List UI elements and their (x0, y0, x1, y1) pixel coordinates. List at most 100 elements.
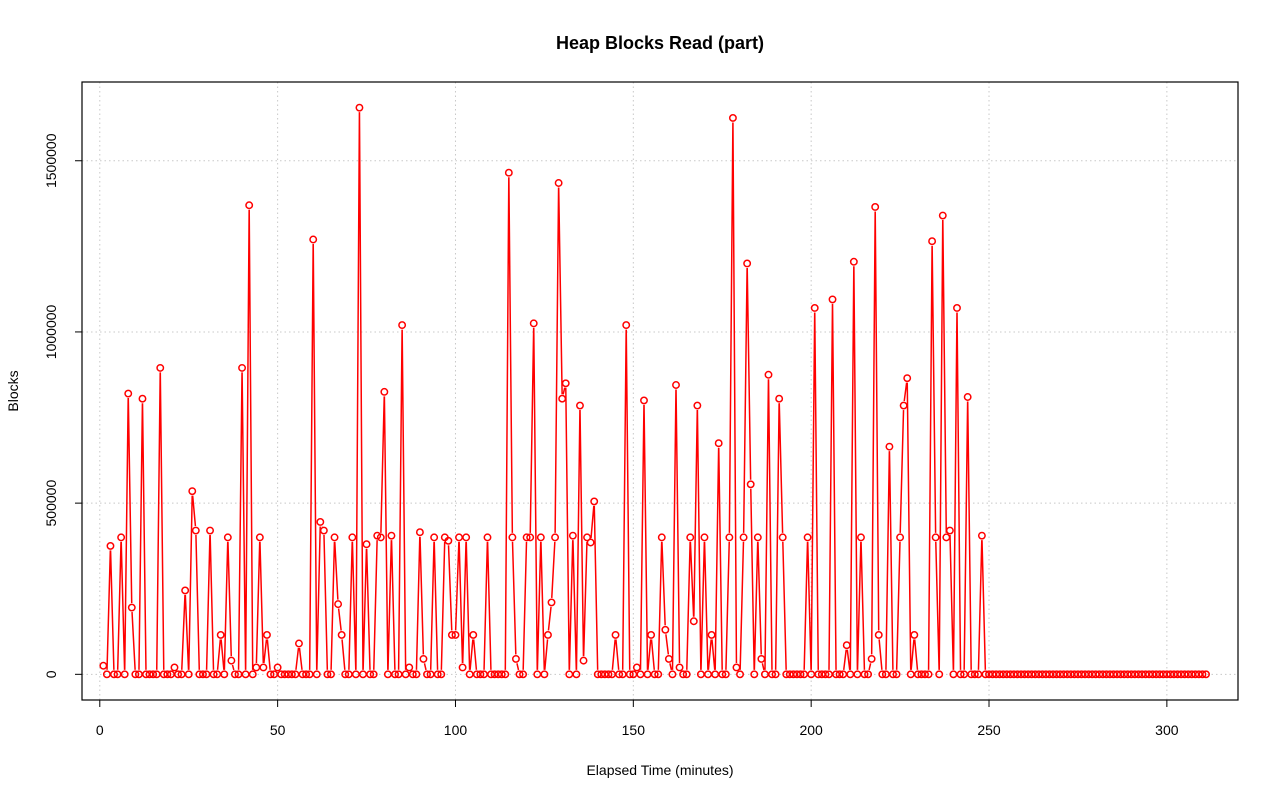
data-point (295, 639, 303, 648)
data-point (497, 670, 506, 679)
data-point (415, 528, 424, 537)
data-point (963, 393, 972, 401)
data-point (867, 654, 876, 663)
data-point (910, 631, 919, 639)
data-point (312, 670, 321, 679)
data-point (547, 598, 556, 607)
data-point (149, 670, 158, 679)
data-point (821, 670, 830, 679)
data-point (775, 394, 784, 403)
data-point (511, 654, 520, 663)
data-point (899, 401, 908, 410)
data-point (743, 259, 752, 268)
x-tick-label: 50 (270, 722, 286, 738)
data-point (924, 670, 933, 679)
data-point (110, 670, 118, 679)
data-point (554, 179, 563, 187)
data-point (287, 670, 296, 679)
data-point (551, 533, 560, 542)
data-point (878, 670, 887, 679)
y-tick-label: 1000000 (43, 304, 59, 359)
data-point (231, 670, 239, 679)
data-point (945, 526, 954, 535)
data-point (131, 670, 140, 679)
series-group (99, 103, 1210, 679)
data-point (803, 533, 812, 542)
x-tick-label: 100 (444, 722, 468, 738)
data-point (319, 526, 328, 535)
data-point (583, 533, 592, 542)
data-point (106, 541, 115, 550)
data-point (778, 533, 787, 542)
data-point (586, 538, 595, 547)
data-point (714, 439, 723, 448)
data-point (366, 670, 375, 679)
data-point (376, 533, 385, 542)
data-point (391, 670, 399, 679)
data-point (515, 670, 524, 679)
data-point (928, 237, 937, 246)
data-point (216, 631, 225, 639)
data-point (700, 533, 709, 542)
data-point (430, 533, 439, 542)
data-point (764, 370, 773, 379)
data-point (728, 114, 737, 122)
data-point (1202, 670, 1210, 679)
data-point (739, 533, 748, 542)
data-point (725, 533, 734, 542)
data-point (672, 381, 680, 389)
data-point (209, 670, 218, 679)
x-tick-label: 300 (1155, 722, 1179, 738)
data-point (238, 363, 247, 372)
data-point (458, 663, 467, 672)
data-point (721, 670, 730, 679)
data-point (323, 670, 332, 679)
data-point (447, 631, 456, 639)
data-point (476, 670, 485, 679)
data-point (579, 656, 588, 665)
data-point (259, 663, 268, 672)
data-point (568, 531, 577, 540)
data-point (768, 670, 776, 679)
data-point (572, 670, 581, 679)
y-axis-label: Blocks (5, 370, 21, 411)
data-point (170, 663, 179, 672)
data-point (540, 670, 549, 679)
data-point (255, 533, 264, 542)
data-point (953, 304, 961, 312)
data-point (558, 394, 567, 403)
data-point (679, 670, 688, 679)
x-tick-label: 250 (977, 722, 1001, 738)
data-point (871, 203, 880, 211)
data-point (632, 663, 641, 672)
series-line (104, 112, 987, 671)
data-point (615, 670, 624, 679)
data-point (433, 670, 442, 679)
data-point (849, 257, 858, 266)
data-point (198, 670, 207, 679)
y-tick-label: 500000 (43, 480, 59, 527)
data-point (266, 670, 275, 679)
data-point (248, 670, 257, 679)
data-point (864, 670, 873, 679)
data-point (156, 363, 165, 372)
data-point (451, 631, 460, 639)
data-point (188, 487, 197, 496)
data-point (640, 396, 648, 405)
data-point (174, 670, 182, 679)
data-point (874, 631, 883, 639)
data-point (576, 401, 584, 410)
data-point (327, 670, 335, 679)
data-point (860, 670, 869, 679)
data-point (380, 387, 389, 396)
data-point (622, 321, 631, 330)
plot-frame (81, 81, 1239, 701)
data-point (444, 536, 453, 545)
data-point (536, 533, 545, 542)
data-point (896, 533, 905, 542)
data-point (362, 540, 371, 549)
data-point (245, 201, 254, 210)
data-point (206, 526, 215, 535)
data-point (181, 586, 190, 595)
data-point (970, 670, 979, 679)
